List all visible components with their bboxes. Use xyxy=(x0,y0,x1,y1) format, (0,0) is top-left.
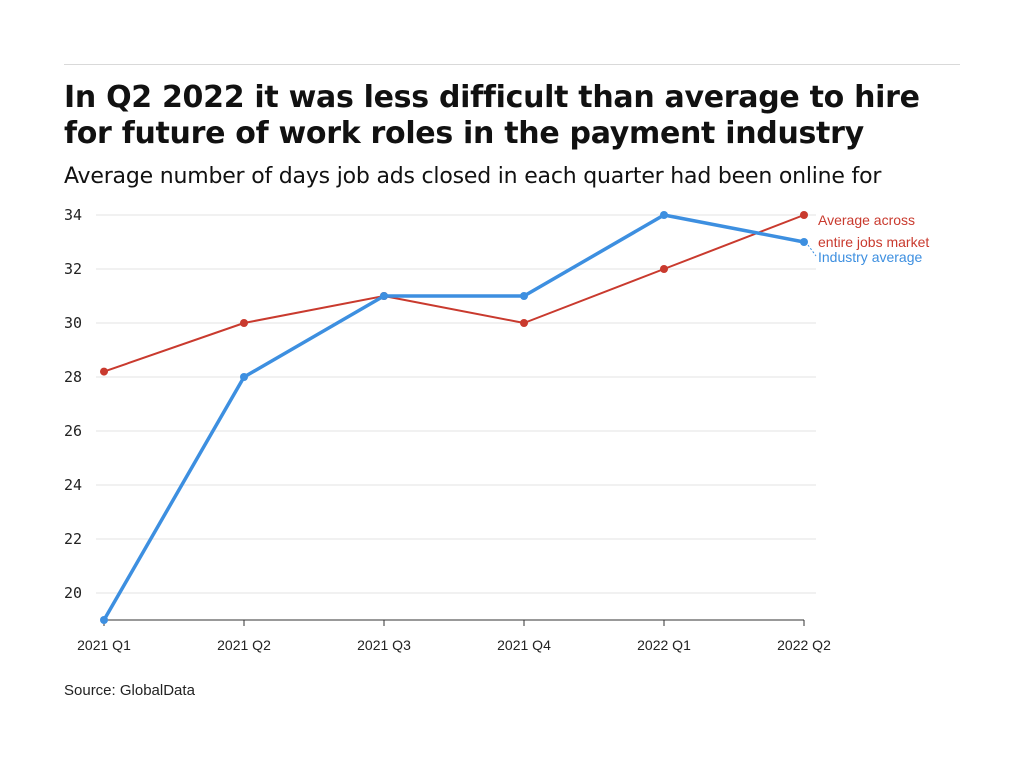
y-tick-label-24: 24 xyxy=(64,476,82,494)
x-tick-label-1: 2021 Q2 xyxy=(217,637,271,653)
series-1-point-1 xyxy=(240,373,248,381)
x-tick-label-2: 2021 Q3 xyxy=(357,637,411,653)
y-tick-label-34: 34 xyxy=(64,206,82,224)
series-1-point-2 xyxy=(380,292,388,300)
series-label-industry-line-0: Industry average xyxy=(818,249,922,265)
y-tick-label-30: 30 xyxy=(64,314,82,332)
y-tick-label-32: 32 xyxy=(64,260,82,278)
series-line-0 xyxy=(103,214,805,373)
y-tick-label-22: 22 xyxy=(64,530,82,548)
series-1-point-3 xyxy=(520,292,528,300)
series-0-point-4 xyxy=(660,265,668,273)
y-tick-label-20: 20 xyxy=(64,584,82,602)
y-tick-label-26: 26 xyxy=(64,422,82,440)
series-0-point-0 xyxy=(100,367,108,376)
x-tick-label-3: 2021 Q4 xyxy=(497,637,551,653)
series-line-1 xyxy=(102,213,806,622)
y-tick-label-28: 28 xyxy=(64,368,82,386)
series-label-market-line-0: Average across xyxy=(818,212,915,228)
series-0-point-3 xyxy=(520,319,528,327)
series-1-point-5 xyxy=(800,238,808,246)
series-0-point-5 xyxy=(800,211,808,219)
x-tick-label-0: 2021 Q1 xyxy=(77,637,131,653)
series-1-point-4 xyxy=(660,211,668,219)
x-tick-label-4: 2022 Q1 xyxy=(637,637,691,653)
series-0-point-1 xyxy=(240,319,248,327)
series-1-point-0 xyxy=(100,616,108,624)
series-label-market-line-1: entire jobs market xyxy=(818,234,929,250)
top-rule xyxy=(64,64,960,65)
chart-subtitle: Average number of days job ads closed in… xyxy=(64,164,882,189)
chart-title: In Q2 2022 it was less difficult than av… xyxy=(64,80,920,151)
source-note: Source: GlobalData xyxy=(64,682,195,699)
series-label-industry-connector xyxy=(807,244,817,257)
x-tick-label-5: 2022 Q2 xyxy=(777,637,831,653)
